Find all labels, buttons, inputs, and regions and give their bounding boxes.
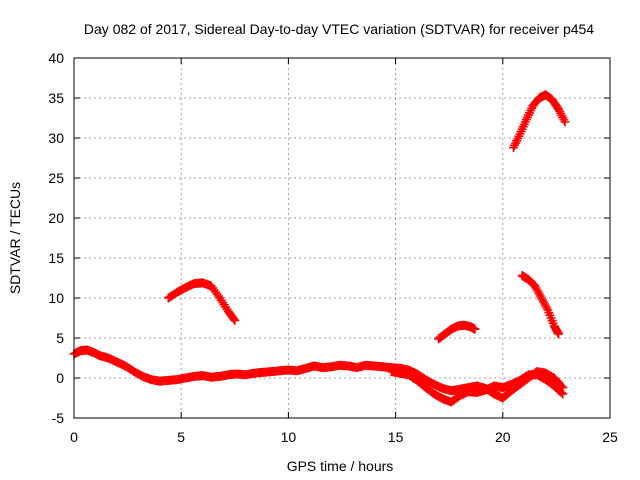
data-point <box>535 291 545 301</box>
series-arc-17h <box>433 320 480 344</box>
data-point <box>536 293 546 303</box>
data-point <box>560 117 570 127</box>
data-point <box>542 303 552 313</box>
x-tick-label: 25 <box>602 429 618 445</box>
y-tick-label: 5 <box>56 330 64 346</box>
data-point <box>531 283 541 293</box>
y-tick-label: 40 <box>48 50 64 66</box>
data-point <box>554 104 564 114</box>
x-tick-label: 15 <box>388 429 404 445</box>
y-tick-label: 10 <box>48 290 64 306</box>
data-point <box>532 285 542 295</box>
series-arc-21h-upper <box>509 90 570 153</box>
data-point <box>555 106 565 116</box>
y-tick-label: 30 <box>48 130 64 146</box>
plot-frame <box>73 57 611 419</box>
data-point <box>558 113 568 123</box>
data-point <box>533 287 543 297</box>
x-tick-label: 0 <box>70 429 78 445</box>
series-arc-21h-lower <box>517 271 564 339</box>
data-point <box>541 301 551 311</box>
x-tick-label: 20 <box>495 429 511 445</box>
data-point <box>557 111 567 121</box>
data-point <box>540 299 550 309</box>
data-point <box>558 389 568 399</box>
chart-title: Day 082 of 2017, Sidereal Day-to-day VTE… <box>84 21 594 37</box>
data-point <box>539 297 549 307</box>
axis-layer: 0 5 10 15 20 25 -5 0 5 10 15 20 25 30 35 40 <box>48 50 618 445</box>
y-tick-label: 0 <box>56 370 64 386</box>
series-main-track <box>69 345 568 403</box>
data-point <box>230 315 240 325</box>
y-tick-label: 35 <box>48 90 64 106</box>
x-tick-label: 5 <box>177 429 185 445</box>
data-point <box>556 108 566 118</box>
data-point <box>229 314 239 324</box>
y-tick-label: -5 <box>52 410 65 426</box>
x-axis-label: GPS time / hours <box>287 458 394 474</box>
data-point <box>559 115 569 125</box>
data-point <box>534 289 544 299</box>
x-tick-label: 10 <box>281 429 297 445</box>
data-point <box>556 388 566 398</box>
y-tick-label: 15 <box>48 250 64 266</box>
y-tick-label: 20 <box>48 210 64 226</box>
series-lower-branch <box>386 367 568 407</box>
data-point <box>470 324 480 334</box>
plot-layer <box>69 90 570 407</box>
y-axis-label: SDTVAR / TECUs <box>7 182 23 294</box>
series-arc-5h <box>163 278 240 325</box>
data-point <box>537 295 547 305</box>
data-point <box>530 281 540 291</box>
y-tick-label: 25 <box>48 170 64 186</box>
data-point <box>554 329 564 339</box>
